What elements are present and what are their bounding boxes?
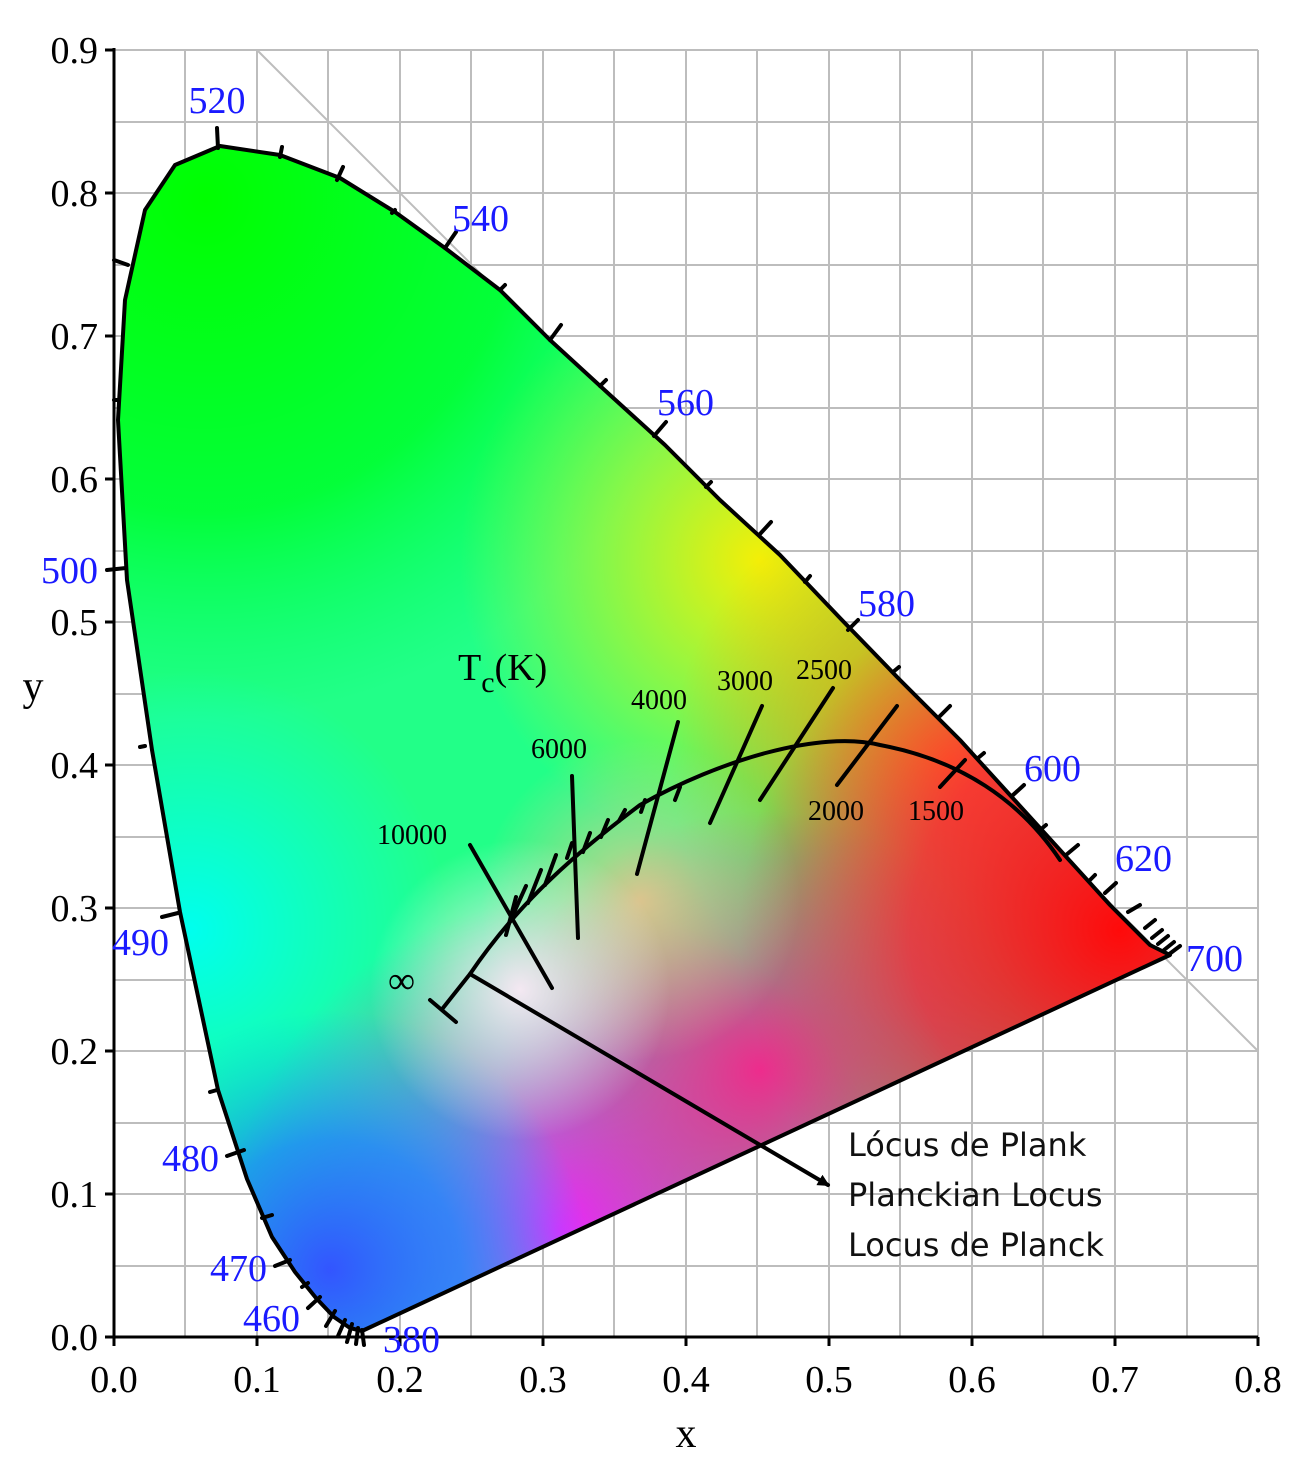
temp-10000: 10000 (377, 820, 447, 851)
infinity-label: ∞ (388, 960, 415, 1002)
annotation-portuguese: Lócus de Plank (848, 1126, 1087, 1164)
y-tick-0.9: 0.9 (51, 30, 99, 72)
x-tick-0.7: 0.7 (1091, 1359, 1139, 1401)
y-tick-0.2: 0.2 (51, 1031, 99, 1073)
wavelength-490: 490 (112, 922, 169, 964)
locus-annotation: Lócus de Plank Planckian Locus Locus de … (848, 1126, 1104, 1264)
x-tick-0.2: 0.2 (376, 1359, 424, 1401)
y-tick-0.3: 0.3 (51, 888, 99, 930)
wavelength-380: 380 (383, 1319, 440, 1361)
wavelength-500: 500 (41, 550, 98, 592)
temp-6000: 6000 (531, 734, 587, 765)
wavelength-560: 560 (657, 382, 714, 424)
y-tick-0.8: 0.8 (51, 173, 99, 215)
wavelength-520: 520 (189, 80, 246, 122)
wavelength-700: 700 (1186, 938, 1243, 980)
axes (105, 48, 1260, 1346)
wavelength-labels: 520 540 560 580 600 620 700 500 490 480 … (41, 80, 1243, 1361)
annotation-french: Locus de Planck (848, 1226, 1104, 1264)
y-tick-0.0: 0.0 (51, 1317, 99, 1359)
wavelength-ticks (105, 126, 1182, 1347)
x-tick-0.8: 0.8 (1234, 1359, 1282, 1401)
y-tick-0.6: 0.6 (51, 459, 99, 501)
x-tick-0.5: 0.5 (805, 1359, 853, 1401)
y-axis-title: y (23, 664, 44, 710)
wavelength-620: 620 (1115, 838, 1172, 880)
x-tick-0.0: 0.0 (90, 1359, 138, 1401)
wavelength-470: 470 (210, 1248, 267, 1290)
x-tick-0.3: 0.3 (519, 1359, 567, 1401)
annotation-english: Planckian Locus (848, 1176, 1103, 1214)
x-tick-0.4: 0.4 (662, 1359, 710, 1401)
wavelength-600: 600 (1024, 748, 1081, 790)
temp-2000: 2000 (808, 796, 864, 827)
x-tick-labels: 0.0 0.1 0.2 0.3 0.4 0.5 0.6 0.7 0.8 (90, 1359, 1282, 1401)
y-tick-0.7: 0.7 (51, 316, 99, 358)
temp-4000: 4000 (631, 685, 687, 716)
tc-title: Tc(K) (458, 647, 547, 699)
x-tick-0.6: 0.6 (948, 1359, 996, 1401)
temp-3000: 3000 (717, 666, 773, 697)
x-tick-0.1: 0.1 (233, 1359, 281, 1401)
y-tick-labels: 0.9 0.8 0.7 0.6 0.5 0.4 0.3 0.2 0.1 0.0 (51, 30, 99, 1359)
y-tick-0.1: 0.1 (51, 1174, 99, 1216)
wavelength-460: 460 (243, 1298, 300, 1340)
temp-2500: 2500 (796, 655, 852, 686)
wavelength-580: 580 (858, 583, 915, 625)
x-axis-title: x (676, 1411, 697, 1457)
wavelength-480: 480 (162, 1138, 219, 1180)
y-tick-0.4: 0.4 (51, 745, 99, 787)
planckian-locus (428, 686, 1062, 1187)
y-tick-0.5: 0.5 (51, 602, 99, 644)
wavelength-540: 540 (452, 198, 509, 240)
temperature-labels: Tc(K) 10000 6000 4000 3000 2500 2000 150… (377, 647, 964, 1002)
temp-1500: 1500 (908, 796, 964, 827)
